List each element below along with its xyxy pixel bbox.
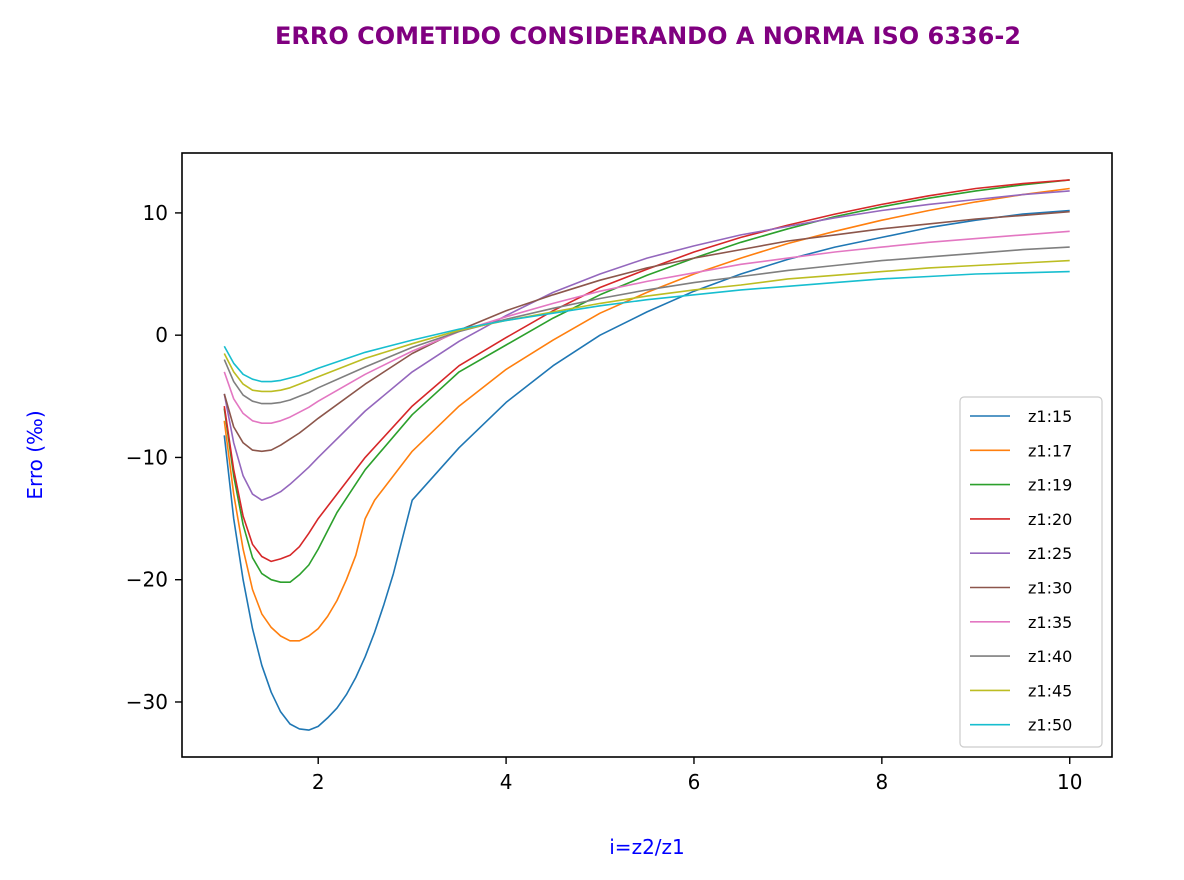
x-tick-label: 6 [688, 770, 701, 794]
series-line-1 [223, 187, 1070, 642]
legend-label-7: z1:40 [1028, 647, 1072, 666]
y-tick-label: 10 [143, 201, 168, 225]
x-tick-label: 10 [1057, 770, 1082, 794]
legend: z1:15 z1:17 z1:19 z1:20 z1:25 z1:30 z1:35 z1:40… [959, 396, 1103, 748]
legend-label-4: z1:25 [1028, 544, 1072, 563]
y-axis-label: Erro (‰) [23, 410, 47, 499]
legend-label-5: z1:30 [1028, 579, 1072, 598]
series-line-7 [223, 246, 1070, 405]
legend-label-2: z1:19 [1028, 476, 1072, 495]
axis-ticks: 2 4 6 8 10 10 0 −10 −20 −30 [126, 201, 1083, 794]
series-line-5 [223, 210, 1070, 453]
plot-frame [181, 152, 1113, 758]
series-line-3 [223, 179, 1070, 563]
series-line-9 [223, 270, 1070, 383]
legend-label-9: z1:50 [1028, 716, 1072, 735]
series-line-2 [223, 179, 1070, 583]
x-tick-label: 4 [500, 770, 513, 794]
y-tick-label: 0 [155, 323, 168, 347]
plot-area [223, 179, 1070, 731]
series-line-8 [223, 259, 1070, 393]
x-tick-label: 8 [875, 770, 888, 794]
y-tick-label: −30 [126, 690, 168, 714]
chart-title: ERRO COMETIDO CONSIDERANDO A NORMA ISO 6… [275, 22, 1021, 50]
legend-label-1: z1:17 [1028, 441, 1072, 460]
legend-label-8: z1:45 [1028, 681, 1072, 700]
series-line-0 [223, 209, 1070, 731]
series-line-4 [223, 190, 1070, 501]
legend-label-6: z1:35 [1028, 613, 1072, 632]
legend-label-3: z1:20 [1028, 510, 1072, 529]
x-tick-label: 2 [312, 770, 325, 794]
x-axis-label: i=z2/z1 [609, 835, 685, 859]
y-tick-label: −10 [126, 445, 168, 469]
y-tick-label: −20 [126, 568, 168, 592]
legend-label-0: z1:15 [1028, 407, 1072, 426]
